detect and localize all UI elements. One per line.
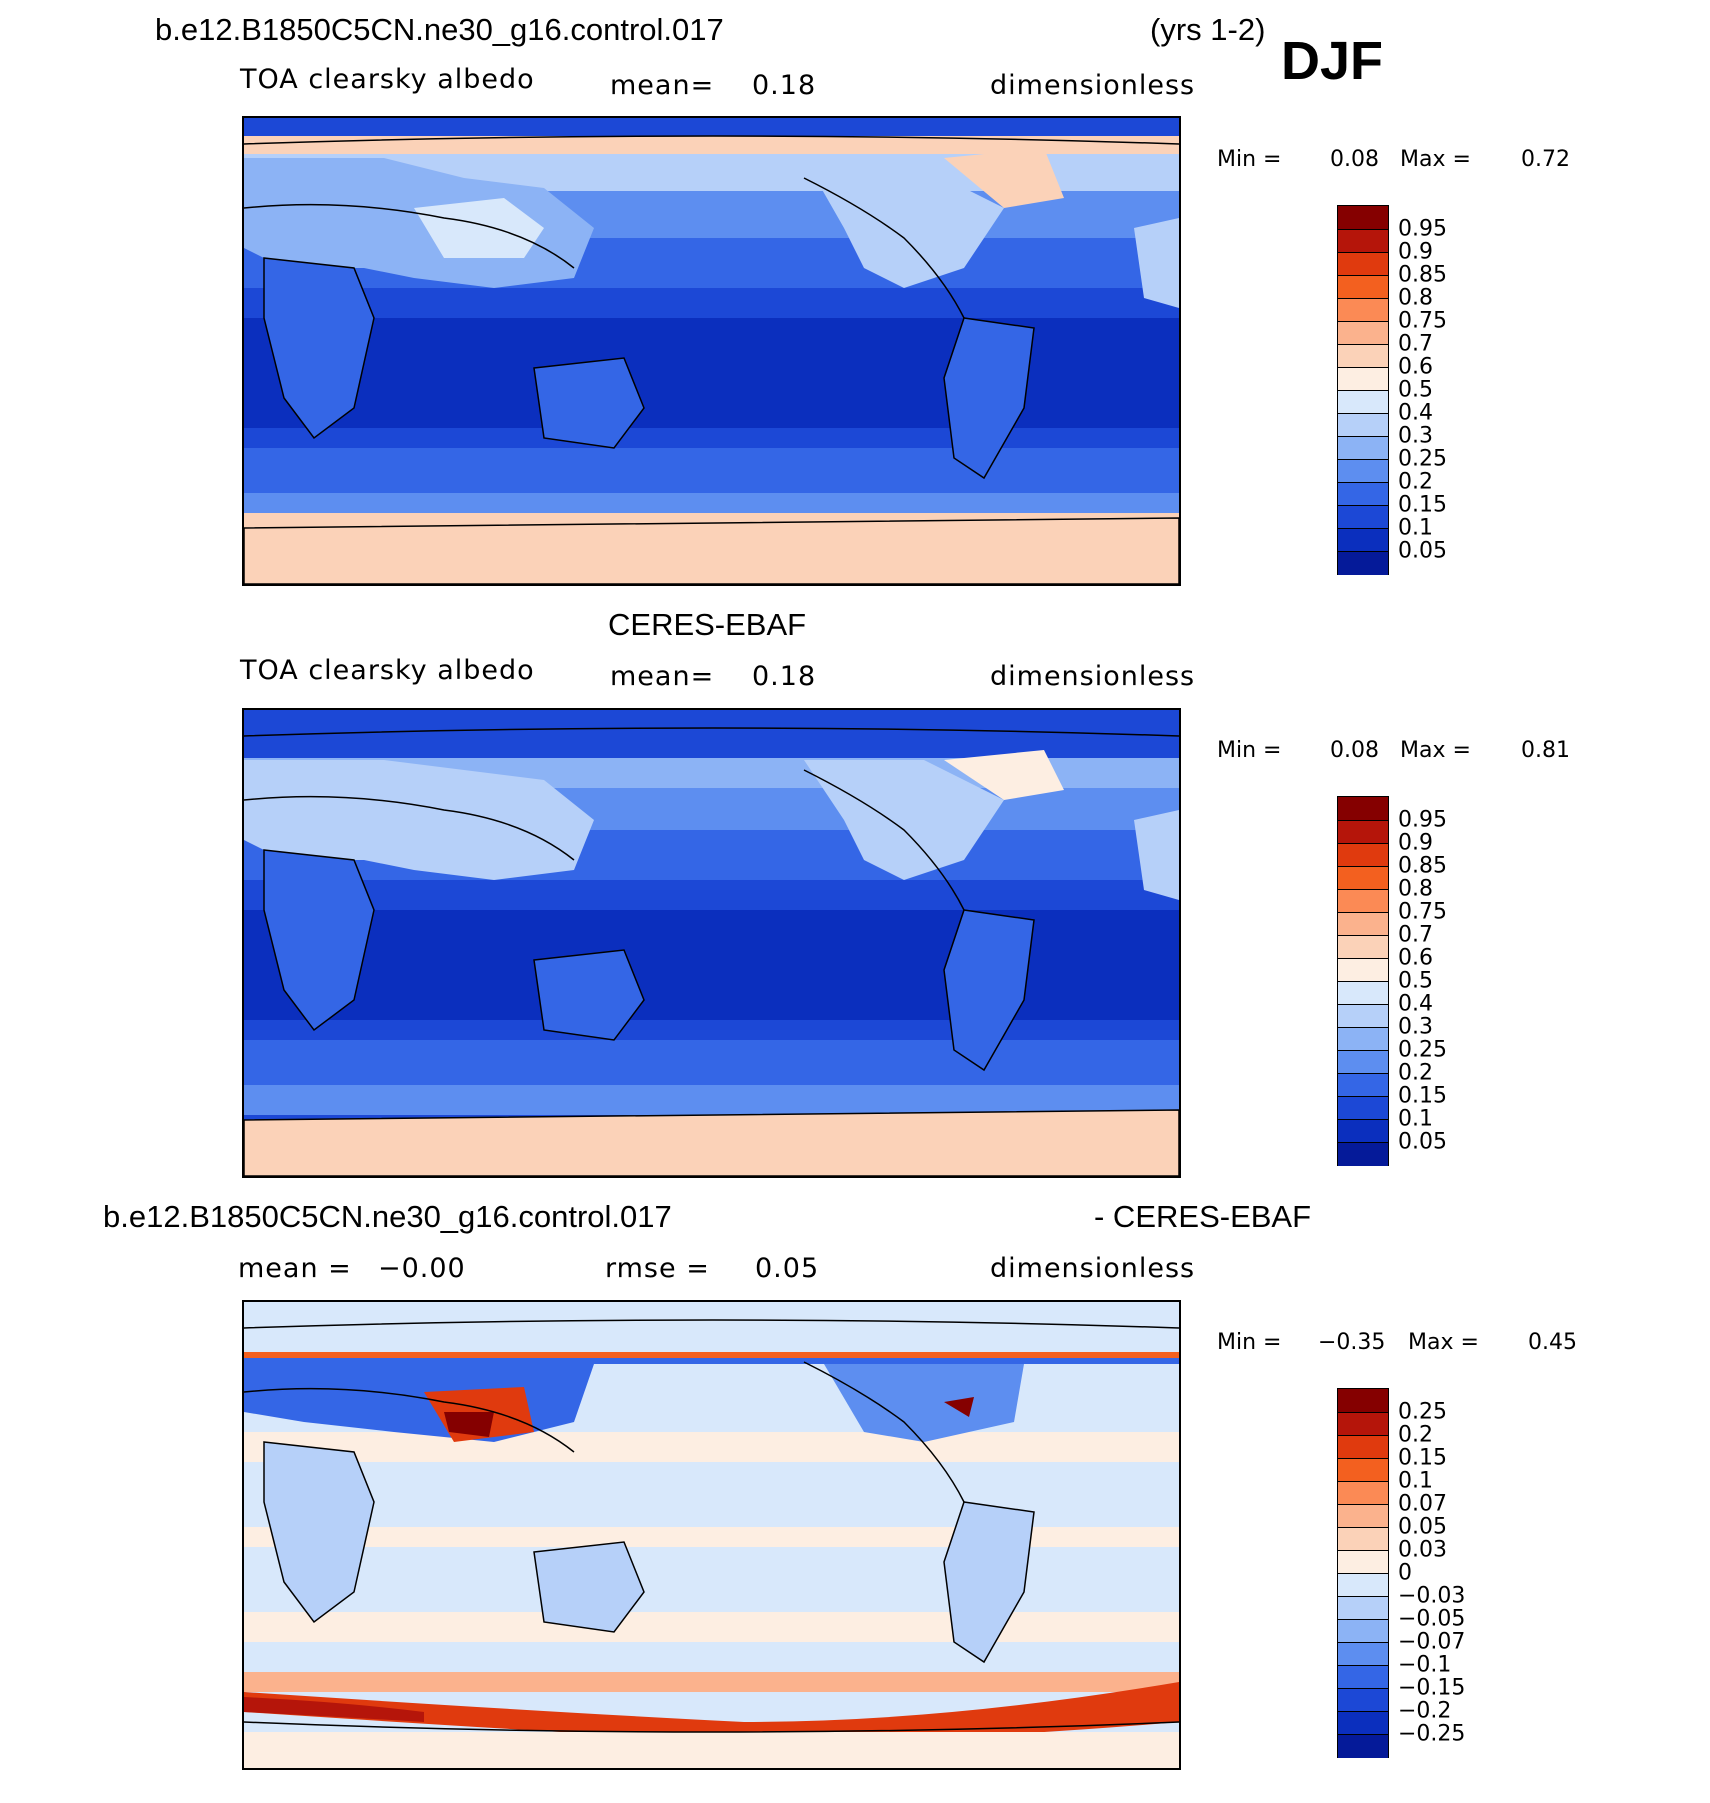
panel3-rmse-label: rmse =: [605, 1253, 710, 1284]
panel1-mean-value: 0.18: [752, 70, 817, 101]
panel2-max-label: Max =: [1400, 738, 1471, 763]
obs-colorbar: [1337, 796, 1389, 1166]
difference-map: [244, 1302, 1179, 1768]
years-label: (yrs 1-2): [1150, 12, 1266, 47]
colorbar-label: 0.1: [1398, 1468, 1433, 1494]
colorbar-label: 0.6: [1398, 945, 1433, 971]
colorbar-label: 0.4: [1398, 400, 1433, 426]
obs-map-panel: [242, 708, 1181, 1178]
panel3-rmse-value: 0.05: [755, 1253, 820, 1284]
colorbar-label: 0.85: [1398, 262, 1447, 288]
colorbar-label: 0.95: [1398, 216, 1447, 242]
colorbar-label: 0.5: [1398, 968, 1433, 994]
panel3-max-label: Max =: [1408, 1330, 1479, 1355]
model-map: [244, 118, 1179, 584]
colorbar-label: −0.03: [1398, 1583, 1466, 1609]
model-colorbar: [1337, 205, 1389, 575]
colorbar-label: 0.9: [1398, 830, 1433, 856]
colorbar-label: 0.5: [1398, 377, 1433, 403]
panel1-min-value: 0.08: [1330, 147, 1379, 172]
panel3-title-left: b.e12.B1850C5CN.ne30_g16.control.017: [103, 1199, 672, 1234]
panel3-units: dimensionless: [990, 1253, 1196, 1284]
colorbar-label: 0.7: [1398, 331, 1433, 357]
season-label: DJF: [1281, 31, 1384, 91]
obs-map: [244, 710, 1179, 1176]
panel3-mean-label: mean =: [238, 1253, 352, 1284]
colorbar-label: 0.15: [1398, 1083, 1447, 1109]
colorbar-label: 0.75: [1398, 899, 1447, 925]
panel1-min-label: Min =: [1217, 147, 1282, 172]
colorbar-label: 0.7: [1398, 922, 1433, 948]
colorbar-label: 0.9: [1398, 239, 1433, 265]
panel3-min-value: −0.35: [1318, 1330, 1386, 1355]
colorbar-label: −0.05: [1398, 1606, 1466, 1632]
colorbar-label: 0.95: [1398, 807, 1447, 833]
panel1-mean-label: mean=: [610, 70, 715, 101]
colorbar-label: 0.05: [1398, 538, 1447, 564]
colorbar-label: 0.8: [1398, 876, 1433, 902]
panel3-mean-value: −0.00: [378, 1253, 466, 1284]
colorbar-label: 0.2: [1398, 469, 1433, 495]
panel1-max-value: 0.72: [1521, 147, 1570, 172]
colorbar-label: 0.85: [1398, 853, 1447, 879]
colorbar-label: 0.3: [1398, 423, 1433, 449]
colorbar-label: 0.05: [1398, 1514, 1447, 1540]
colorbar-label: 0.4: [1398, 991, 1433, 1017]
colorbar-label: −0.25: [1398, 1721, 1466, 1747]
colorbar-label: 0.15: [1398, 492, 1447, 518]
panel3-min-label: Min =: [1217, 1330, 1282, 1355]
colorbar-label: 0.05: [1398, 1129, 1447, 1155]
panel1-max-label: Max =: [1400, 147, 1471, 172]
colorbar-label: −0.07: [1398, 1629, 1466, 1655]
model-map-panel: [242, 116, 1181, 586]
colorbar-label: 0.6: [1398, 354, 1433, 380]
panel3-title-right: - CERES-EBAF: [1094, 1199, 1312, 1234]
panel3-max-value: 0.45: [1528, 1330, 1577, 1355]
colorbar-label: 0.2: [1398, 1422, 1433, 1448]
colorbar-label: 0.25: [1398, 446, 1447, 472]
colorbar-label: 0.07: [1398, 1491, 1447, 1517]
colorbar-label: 0.8: [1398, 285, 1433, 311]
colorbar-label: 0.1: [1398, 515, 1433, 541]
colorbar-label: −0.1: [1398, 1652, 1452, 1678]
colorbar-label: −0.2: [1398, 1698, 1452, 1724]
colorbar-label: 0.1: [1398, 1106, 1433, 1132]
colorbar-label: −0.15: [1398, 1675, 1466, 1701]
colorbar-label: 0.25: [1398, 1399, 1447, 1425]
panel1-units: dimensionless: [990, 70, 1196, 101]
difference-colorbar: [1337, 1388, 1389, 1758]
panel2-title: CERES-EBAF: [608, 607, 807, 642]
panel2-units: dimensionless: [990, 661, 1196, 692]
colorbar-label: 0.75: [1398, 308, 1447, 334]
panel2-max-value: 0.81: [1521, 738, 1570, 763]
colorbar-label: 0.3: [1398, 1014, 1433, 1040]
panel2-variable: TOA clearsky albedo: [240, 655, 535, 686]
panel2-min-value: 0.08: [1330, 738, 1379, 763]
difference-map-panel: [242, 1300, 1181, 1770]
colorbar-label: 0.15: [1398, 1445, 1447, 1471]
panel1-variable: TOA clearsky albedo: [240, 64, 535, 95]
colorbar-label: 0.25: [1398, 1037, 1447, 1063]
colorbar-label: 0.03: [1398, 1537, 1447, 1563]
colorbar-label: 0.2: [1398, 1060, 1433, 1086]
case-title: b.e12.B1850C5CN.ne30_g16.control.017: [155, 12, 724, 47]
panel2-mean-label: mean=: [610, 661, 715, 692]
panel2-mean-value: 0.18: [752, 661, 817, 692]
colorbar-label: 0: [1398, 1560, 1412, 1586]
panel2-min-label: Min =: [1217, 738, 1282, 763]
